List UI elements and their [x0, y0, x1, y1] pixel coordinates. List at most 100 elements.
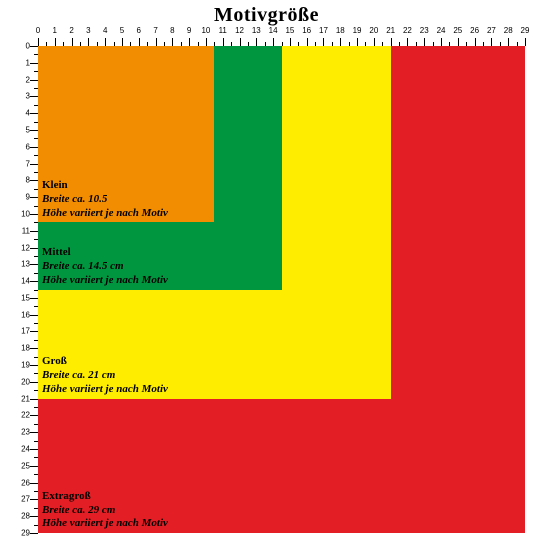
size-label-name: Mittel — [42, 246, 168, 260]
ruler-h-label: 26 — [470, 26, 479, 35]
ruler-v-label: 2 — [18, 75, 30, 84]
ruler-h-label: 24 — [437, 26, 446, 35]
ruler-v-tick-major — [30, 214, 38, 215]
size-label-name: Klein — [42, 179, 168, 193]
ruler-v-label: 24 — [18, 445, 30, 454]
ruler-v-tick-major — [30, 180, 38, 181]
ruler-v-tick-major — [30, 466, 38, 467]
ruler-v-label: 3 — [18, 92, 30, 101]
ruler-h-tick-major — [340, 38, 341, 46]
ruler-v-tick-major — [30, 231, 38, 232]
size-label-line2: Höhe variiert je nach Motiv — [42, 383, 168, 397]
ruler-v-label: 25 — [18, 461, 30, 470]
ruler-h-label: 14 — [269, 26, 278, 35]
size-label-line2: Höhe variiert je nach Motiv — [42, 517, 168, 531]
ruler-h-label: 19 — [353, 26, 362, 35]
ruler-vertical: 0123456789101112131415161718192021222324… — [20, 28, 38, 533]
ruler-h-tick-major — [290, 38, 291, 46]
ruler-v-tick-major — [30, 415, 38, 416]
ruler-v-tick-major — [30, 281, 38, 282]
ruler-v-tick-major — [30, 399, 38, 400]
ruler-h-label: 27 — [487, 26, 496, 35]
ruler-v-label: 27 — [18, 495, 30, 504]
plot-area: ExtragroßBreite ca. 29 cmHöhe variiert j… — [38, 46, 525, 533]
ruler-h-tick-major — [156, 38, 157, 46]
ruler-v-label: 28 — [18, 512, 30, 521]
ruler-h-label: 20 — [369, 26, 378, 35]
ruler-h-tick-major — [223, 38, 224, 46]
ruler-h-label: 11 — [219, 26, 227, 35]
ruler-v-tick-major — [30, 365, 38, 366]
ruler-h-label: 2 — [69, 26, 73, 35]
ruler-h-label: 28 — [504, 26, 513, 35]
ruler-frame: 0123456789101112131415161718192021222324… — [20, 28, 525, 533]
ruler-v-tick-major — [30, 147, 38, 148]
ruler-v-label: 19 — [18, 361, 30, 370]
ruler-v-tick-major — [30, 516, 38, 517]
ruler-h-tick-major — [189, 38, 190, 46]
ruler-v-label: 5 — [18, 125, 30, 134]
ruler-v-label: 14 — [18, 277, 30, 286]
ruler-v-label: 20 — [18, 377, 30, 386]
ruler-v-label: 12 — [18, 243, 30, 252]
ruler-h-tick-major — [105, 38, 106, 46]
ruler-v-tick-major — [30, 315, 38, 316]
ruler-h-tick-major — [88, 38, 89, 46]
ruler-h-tick-major — [424, 38, 425, 46]
ruler-h-label: 22 — [403, 26, 412, 35]
ruler-v-label: 6 — [18, 142, 30, 151]
ruler-v-tick-major — [30, 331, 38, 332]
ruler-h-label: 29 — [521, 26, 530, 35]
ruler-h-label: 6 — [137, 26, 141, 35]
ruler-v-label: 9 — [18, 193, 30, 202]
ruler-h-tick-major — [256, 38, 257, 46]
ruler-h-label: 3 — [86, 26, 90, 35]
size-label-extragross: ExtragroßBreite ca. 29 cmHöhe variiert j… — [42, 490, 168, 531]
size-label-line1: Breite ca. 29 cm — [42, 504, 168, 518]
ruler-horizontal: 0123456789101112131415161718192021222324… — [20, 28, 525, 46]
ruler-v-label: 17 — [18, 327, 30, 336]
ruler-h-tick-major — [407, 38, 408, 46]
ruler-v-label: 8 — [18, 176, 30, 185]
size-label-gross: GroßBreite ca. 21 cmHöhe variiert je nac… — [42, 355, 168, 396]
ruler-v-label: 22 — [18, 411, 30, 420]
ruler-v-tick-major — [30, 348, 38, 349]
page-title: Motivgröße — [0, 0, 533, 27]
ruler-v-tick-major — [30, 130, 38, 131]
ruler-v-tick-major — [30, 483, 38, 484]
size-label-line1: Breite ca. 14.5 cm — [42, 260, 168, 274]
ruler-v-label: 23 — [18, 428, 30, 437]
ruler-h-tick-major — [72, 38, 73, 46]
size-label-mittel: MittelBreite ca. 14.5 cmHöhe variiert je… — [42, 246, 168, 287]
ruler-v-tick-major — [30, 80, 38, 81]
ruler-h-tick-major — [357, 38, 358, 46]
ruler-v-label: 0 — [18, 42, 30, 51]
ruler-v-tick-major — [30, 63, 38, 64]
size-label-line1: Breite ca. 10.5 — [42, 193, 168, 207]
ruler-v-label: 21 — [18, 394, 30, 403]
ruler-v-tick-major — [30, 449, 38, 450]
ruler-v-tick-major — [30, 264, 38, 265]
ruler-h-label: 5 — [120, 26, 124, 35]
ruler-v-label: 4 — [18, 109, 30, 118]
ruler-h-label: 15 — [285, 26, 294, 35]
ruler-h-tick-major — [38, 38, 39, 46]
ruler-h-tick-major — [307, 38, 308, 46]
ruler-h-tick-major — [525, 38, 526, 46]
ruler-h-tick-major — [441, 38, 442, 46]
ruler-v-label: 11 — [18, 226, 30, 235]
ruler-v-label: 7 — [18, 159, 30, 168]
ruler-h-label: 13 — [252, 26, 261, 35]
ruler-v-tick-major — [30, 432, 38, 433]
ruler-h-label: 18 — [336, 26, 345, 35]
ruler-h-tick-major — [508, 38, 509, 46]
ruler-h-tick-major — [323, 38, 324, 46]
ruler-h-tick-major — [491, 38, 492, 46]
ruler-v-label: 18 — [18, 344, 30, 353]
ruler-h-tick-major — [55, 38, 56, 46]
size-label-name: Groß — [42, 355, 168, 369]
ruler-h-label: 7 — [153, 26, 157, 35]
size-label-name: Extragroß — [42, 490, 168, 504]
ruler-h-tick-major — [374, 38, 375, 46]
ruler-h-label: 4 — [103, 26, 107, 35]
